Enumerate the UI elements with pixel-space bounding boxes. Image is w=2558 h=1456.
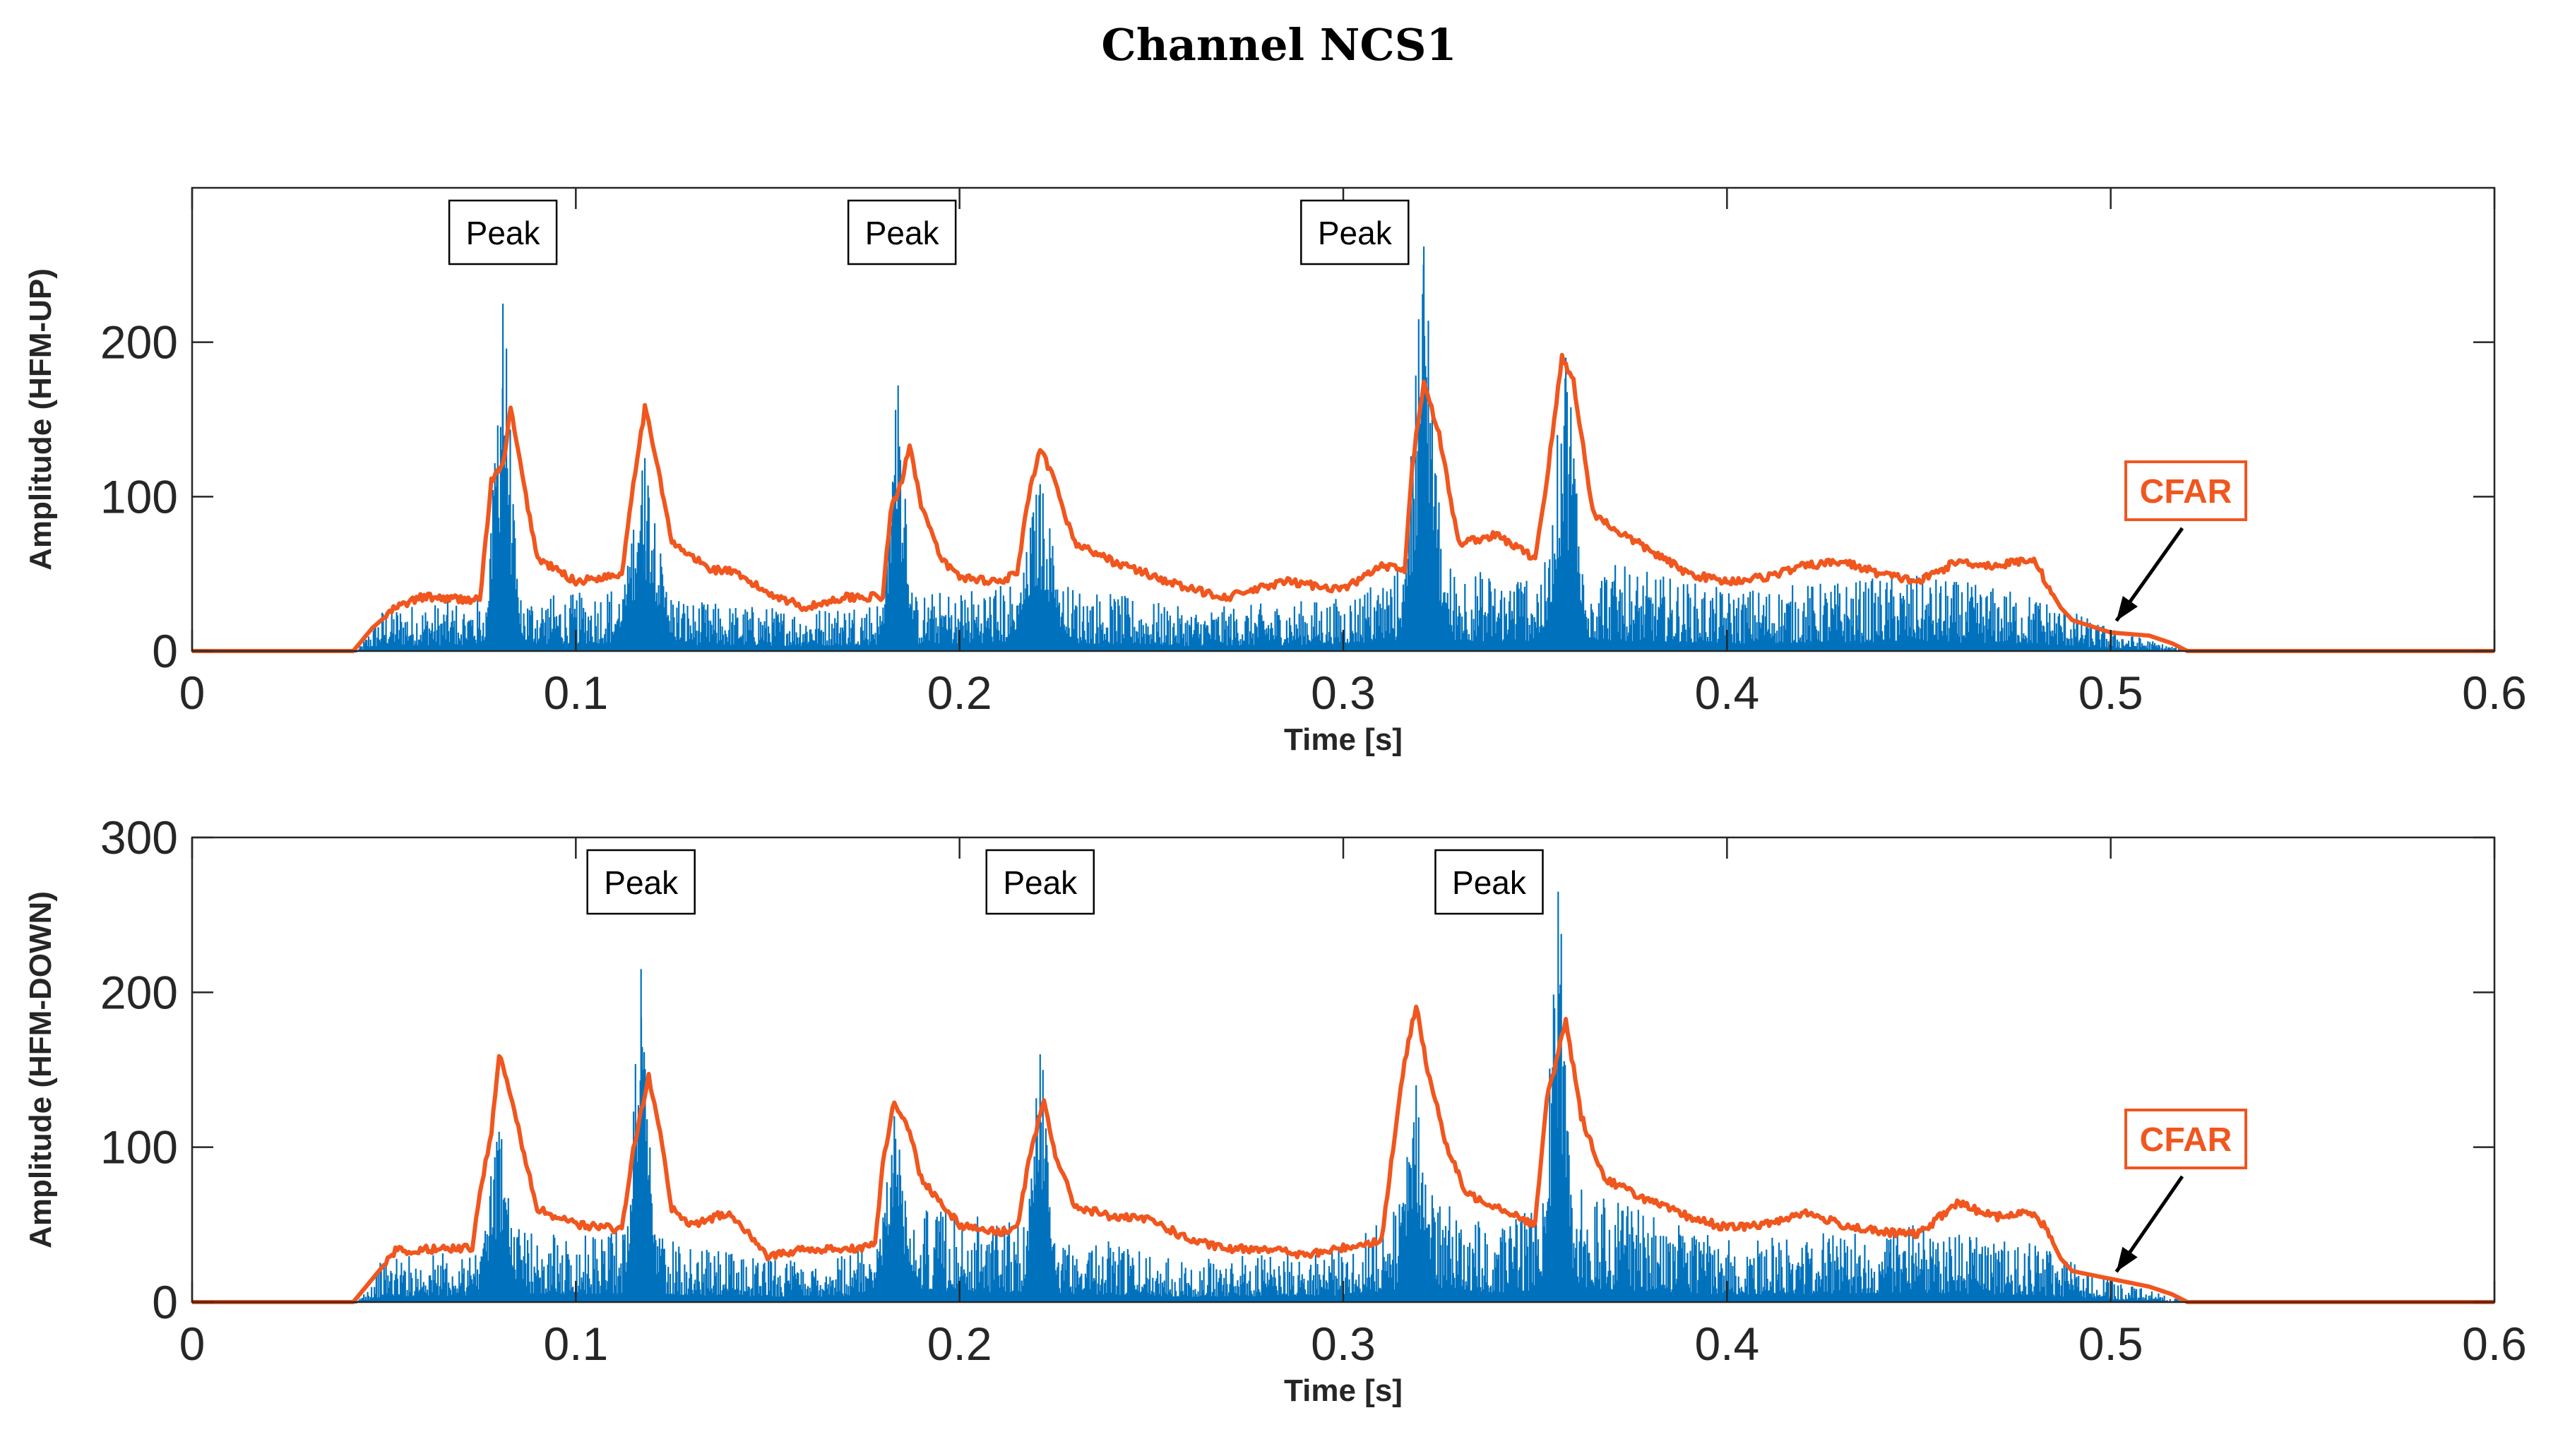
x-tick-label: 0.6 <box>2462 667 2527 719</box>
y-tick-label: 200 <box>100 316 178 369</box>
y-tick-label: 0 <box>152 625 178 677</box>
peak-annotation-label: Peak <box>604 864 679 901</box>
peak-annotation-label: Peak <box>865 215 940 251</box>
peak-annotation-label: Peak <box>466 215 541 251</box>
cfar-arrow-head <box>2116 1246 2138 1272</box>
x-tick-label: 0.1 <box>543 1318 608 1370</box>
y-tick-label: 200 <box>100 966 178 1018</box>
x-tick-label: 0.4 <box>1694 1318 1759 1370</box>
plot-area <box>192 837 2494 1302</box>
peak-annotation-label: Peak <box>1452 864 1527 901</box>
peak-annotation-box <box>448 199 558 265</box>
cfar-arrow-head <box>2116 595 2138 621</box>
x-tick-label: 0 <box>179 1318 206 1370</box>
x-tick-label: 0.2 <box>927 1318 992 1370</box>
top-panel-hfm-up: 0 0.1 0.2 0.3 0.4 0.5 0.6 0 100 200 Time [s] Amplit… <box>23 186 2527 757</box>
peak-annotation-label: Peak <box>1003 864 1078 901</box>
plot-area <box>192 188 2494 651</box>
peak-annotation-box <box>1300 199 1410 265</box>
peak-annotation-label: Peak <box>1318 215 1393 251</box>
cfar-threshold-series <box>191 1004 2495 1304</box>
x-tick-label: 0.2 <box>927 667 992 719</box>
cfar-annotation-label: CFAR <box>2140 473 2232 511</box>
x-tick-label: 0.3 <box>1311 667 1376 719</box>
y-tick-label: 0 <box>152 1276 178 1328</box>
peak-annotation-box <box>985 849 1095 915</box>
x-axis-label: Time [s] <box>1284 1373 1403 1408</box>
x-tick-label: 0.1 <box>543 667 608 719</box>
x-tick-label: 0.5 <box>2078 667 2143 719</box>
signal-series <box>357 891 2188 1302</box>
y-axis-label: Amplitude (HFM-UP) <box>23 268 58 571</box>
x-tick-label: 0.3 <box>1311 1318 1376 1370</box>
y-tick-label: 300 <box>100 811 178 864</box>
y-tick-label: 100 <box>100 1121 178 1174</box>
x-tick-label: 0.5 <box>2078 1318 2143 1370</box>
y-tick-label: 100 <box>100 470 178 523</box>
cfar-annotation-box <box>2124 460 2247 521</box>
x-tick-label: 0 <box>179 667 206 719</box>
x-axis-label: Time [s] <box>1284 722 1403 757</box>
x-tick-label: 0.6 <box>2462 1318 2527 1370</box>
bottom-panel-hfm-down: 0 0.1 0.2 0.3 0.4 0.5 0.6 0 100 200 300 Time [s] Amp… <box>23 811 2527 1408</box>
cfar-annotation-box <box>2124 1109 2247 1169</box>
peak-annotation-box <box>847 199 957 265</box>
y-axis-label: Amplitude (HFM-DOWN) <box>23 891 58 1248</box>
peak-annotation-box <box>1434 849 1544 915</box>
peak-annotation-box <box>586 849 696 915</box>
x-tick-label: 0.4 <box>1694 667 1759 719</box>
figure-title: Channel NCS1 <box>1101 19 1456 71</box>
cfar-annotation-label: CFAR <box>2140 1121 2232 1159</box>
signal-series <box>357 246 2188 651</box>
